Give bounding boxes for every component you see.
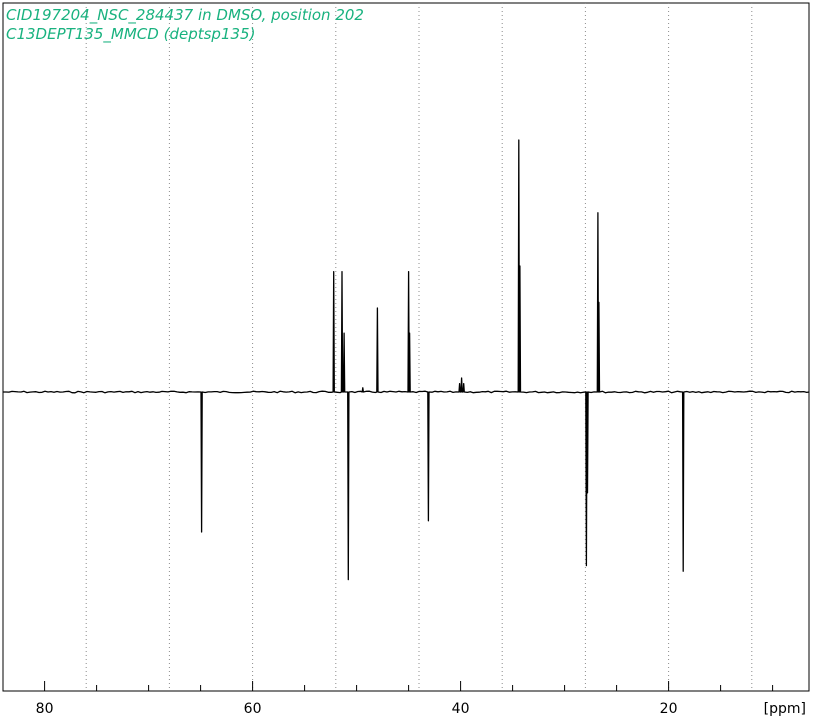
x-tick-label: 60 — [244, 701, 262, 717]
grid-lines — [85, 3, 753, 691]
x-tick-label: 20 — [660, 701, 678, 717]
chart-title-line-2: C13DEPT135_MMCD (deptsp135) — [6, 25, 255, 44]
chart-title-line-1: CID197204_NSC_284437 in DMSO, position 2… — [6, 6, 364, 25]
x-axis-ticks — [44, 681, 774, 691]
spectrum-trace — [3, 139, 810, 581]
plot-frame — [2, 2, 810, 692]
x-axis-tick-labels: 80 60 40 20 — [36, 701, 678, 717]
x-tick-label: 40 — [452, 701, 470, 717]
x-tick-label: 80 — [36, 701, 54, 717]
x-axis-unit-label: [ppm] — [764, 701, 806, 717]
